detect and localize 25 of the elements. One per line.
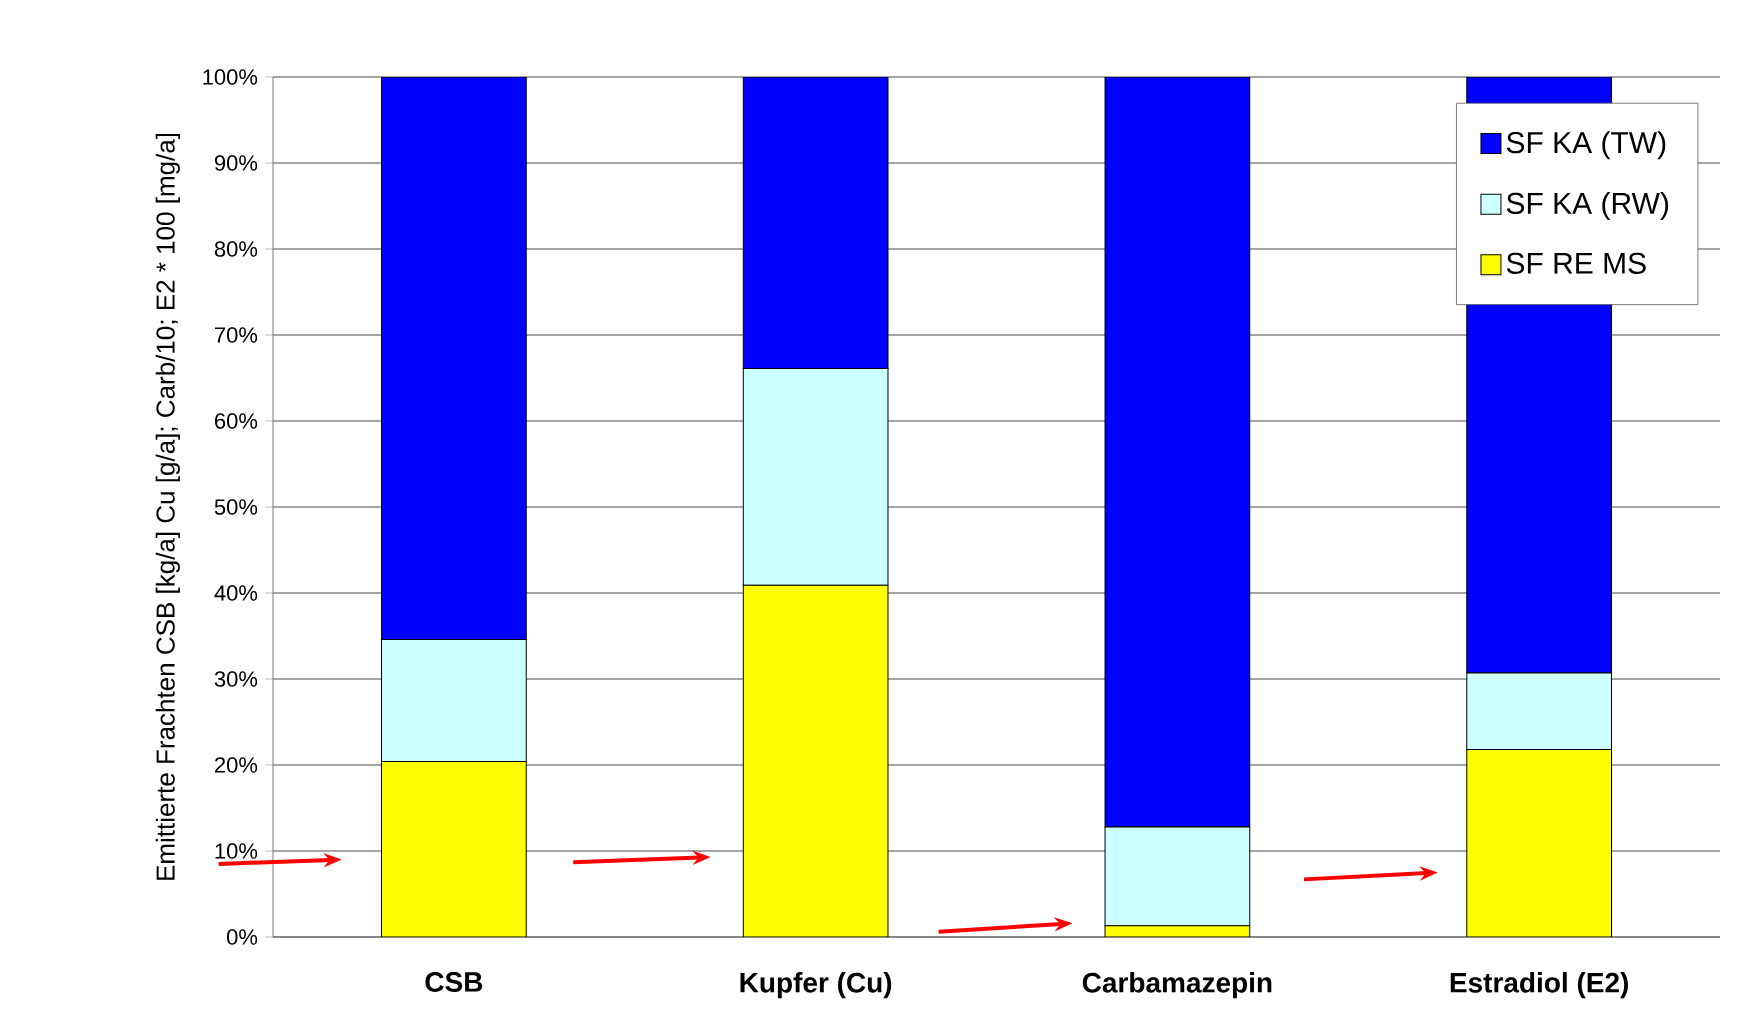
- y-tick-label: 60%: [215, 413, 258, 429]
- y-tick-label: 80%: [214, 241, 258, 257]
- x-tick-label: Estradiol (E2): [1450, 972, 1628, 999]
- x-tick-label: CSB: [425, 972, 483, 992]
- bar: [742, 584, 889, 937]
- legend-label: SF KA (TW): [1506, 131, 1666, 160]
- bar: [1466, 749, 1612, 937]
- x-tick-label: Kupfer (Cu): [740, 972, 892, 999]
- y-tick-label: 0%: [226, 929, 258, 945]
- y-tick-label: 10%: [215, 843, 258, 859]
- y-axis-title: Emittierte Frachten CSB [kg/a] Cu [g/a]; Carb/10; E2 * 100 [mg/a]: [155, 133, 180, 880]
- y-tick-label: 50%: [214, 499, 258, 515]
- bar: [742, 76, 889, 370]
- legend-label: SF RE MS: [1506, 252, 1646, 274]
- legend-label: SF KA (RW): [1506, 191, 1669, 220]
- y-tick-label: 100%: [203, 69, 258, 85]
- bar: [381, 76, 527, 640]
- x-tick-label: Carbamazepin: [1082, 972, 1272, 999]
- y-tick-label: 90%: [214, 155, 258, 171]
- y-tick-label: 20%: [215, 757, 258, 773]
- y-tick-label: 30%: [214, 671, 258, 687]
- bar: [381, 761, 527, 937]
- y-tick-label: 40%: [214, 585, 258, 601]
- y-tick-label: 70%: [215, 327, 258, 343]
- bar: [1104, 76, 1251, 828]
